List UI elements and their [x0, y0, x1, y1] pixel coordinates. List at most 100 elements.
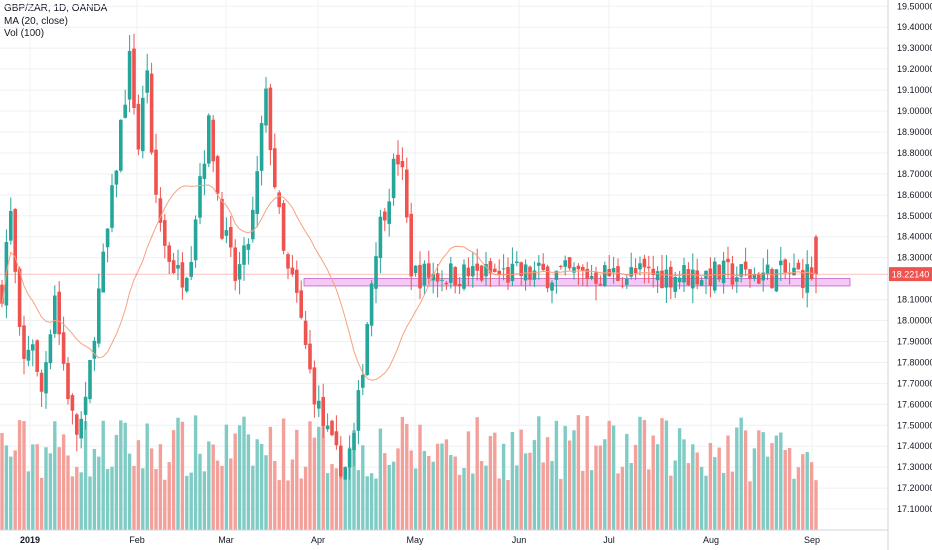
candle-body — [774, 269, 779, 292]
legend-ma: MA (20, close) — [4, 15, 68, 27]
volume-bar — [677, 428, 682, 530]
candle-body — [655, 271, 660, 281]
volume-bar — [167, 462, 171, 530]
volume-bar — [211, 444, 215, 530]
volume-bar — [365, 476, 369, 530]
candle-body — [26, 349, 31, 361]
volume-bar — [259, 444, 264, 530]
candle-body — [277, 192, 281, 208]
candle-body — [286, 254, 290, 269]
candle-body — [281, 203, 286, 251]
volume-bar — [193, 415, 198, 530]
x-tick-label: Jul — [603, 535, 615, 545]
volume-bar — [598, 445, 603, 530]
x-tick-label: Sep — [804, 535, 820, 545]
volume-bar — [215, 460, 220, 530]
volume-bar — [61, 434, 66, 530]
candle-body — [141, 97, 145, 152]
x-tick-label: Mar — [218, 535, 234, 545]
volume-bar — [158, 444, 163, 530]
volume-bar — [721, 473, 726, 530]
candle-body — [193, 219, 198, 261]
volume-bar — [585, 415, 589, 530]
candle-body — [268, 87, 273, 151]
volume-bar — [519, 429, 523, 530]
candle-body — [405, 169, 409, 218]
candle-body — [220, 198, 224, 239]
volume-bar — [805, 452, 809, 530]
candle-body — [691, 269, 695, 289]
volume-bar — [748, 481, 752, 530]
candle-body — [537, 262, 541, 266]
volume-bar — [717, 447, 721, 530]
volume-bar — [647, 469, 651, 530]
volume-bar — [145, 423, 149, 530]
volume-bar — [431, 461, 435, 530]
volume-bar — [616, 473, 620, 530]
volume-bar — [699, 466, 704, 530]
volume-bar — [453, 456, 457, 530]
volume-bar — [141, 468, 145, 530]
candle-body — [391, 158, 396, 199]
volume-bar — [22, 421, 26, 530]
volume-bar — [603, 439, 607, 530]
candle-body — [677, 277, 682, 283]
support-zone[interactable] — [303, 278, 851, 287]
candlesticks — [0, 33, 818, 481]
candle-body — [466, 267, 471, 277]
volume-bar — [97, 456, 101, 530]
candle-body — [259, 123, 264, 171]
candle-body — [567, 257, 572, 269]
candle-body — [242, 245, 246, 265]
candle-body — [497, 270, 501, 274]
candle-body — [673, 277, 677, 292]
candle-body — [83, 396, 88, 415]
candle-body — [603, 265, 607, 287]
volume-bar — [669, 475, 673, 530]
volume-bar — [506, 479, 510, 530]
volume-bar — [493, 432, 497, 530]
candle-body — [246, 244, 251, 250]
candle-body — [97, 288, 101, 344]
candle-body — [35, 340, 39, 372]
candle-body — [361, 374, 365, 388]
volume-bar — [101, 420, 105, 530]
candle-body — [519, 262, 523, 276]
volume-bar — [136, 440, 141, 530]
x-tick-label: Apr — [311, 535, 325, 545]
candle-body — [136, 103, 141, 150]
volume-bar — [312, 437, 317, 530]
candle-body — [721, 260, 726, 284]
candle-body — [378, 216, 383, 259]
volume-bar — [114, 434, 119, 530]
volume-bar — [185, 475, 189, 530]
candle-body — [334, 431, 339, 446]
volume-bar — [695, 452, 699, 530]
candle-body — [273, 148, 277, 188]
candle-body — [325, 425, 330, 430]
candle-body — [427, 263, 431, 278]
candle-body — [39, 372, 44, 392]
candle-body — [743, 261, 748, 270]
volume-bar — [286, 480, 290, 530]
volume-bar — [660, 418, 664, 530]
legend-symbol: GBP/ZAR, 1D, OANDA — [4, 3, 108, 14]
volume-bar — [730, 471, 735, 530]
volume-bar — [545, 437, 550, 530]
volume-bar — [528, 452, 532, 530]
y-tick-label: 19.30000 — [897, 43, 932, 53]
candle-body — [647, 266, 651, 269]
candle-body — [515, 261, 519, 264]
y-tick-label: 18.50000 — [897, 211, 932, 221]
volume-bar — [422, 450, 427, 530]
candle-body — [765, 264, 770, 274]
volume-bar — [792, 478, 796, 530]
volume-bar — [202, 471, 207, 530]
candle-body — [352, 432, 356, 451]
volume-bar — [255, 439, 259, 530]
y-tick-label: 17.70000 — [897, 378, 932, 388]
candle-body — [211, 119, 215, 162]
candle-body — [695, 270, 699, 285]
volume-bar — [237, 425, 242, 530]
